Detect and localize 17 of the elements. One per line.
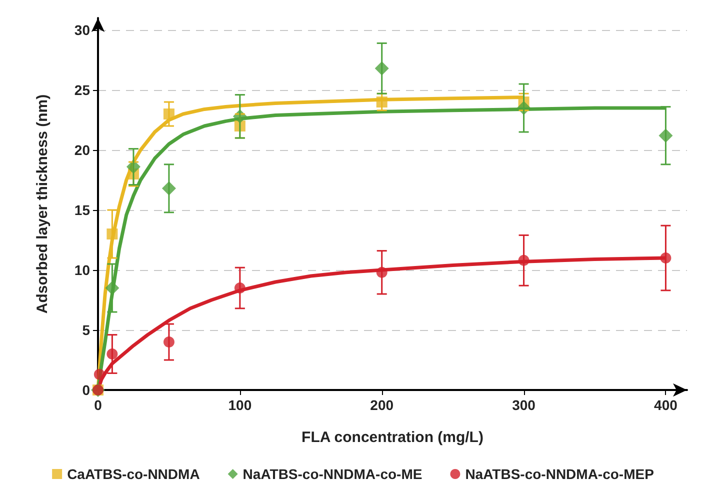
x-tick-label: 100 xyxy=(228,397,252,413)
y-tick-label: 20 xyxy=(74,142,90,158)
y-tick-label: 0 xyxy=(82,382,90,398)
x-tick-label: 400 xyxy=(654,397,678,413)
y-axis-title: Adsorbed layer thickness (nm) xyxy=(34,94,51,314)
legend-label: CaATBS-co-NNDMA xyxy=(67,466,200,482)
legend-label: NaATBS-co-NNDMA-co-ME xyxy=(242,466,422,482)
x-tick-label: 0 xyxy=(94,397,102,413)
y-tick-label: 30 xyxy=(74,22,90,38)
y-tick-label: 5 xyxy=(82,322,90,338)
y-tick-label: 25 xyxy=(74,82,90,98)
x-tick-label: 200 xyxy=(370,397,394,413)
y-tick-label: 10 xyxy=(74,262,90,278)
y-tick-label: 15 xyxy=(74,202,90,218)
x-axis-title: FLA concentration (mg/L) xyxy=(302,429,484,446)
legend-label: NaATBS-co-NNDMA-co-MEP xyxy=(465,466,654,482)
x-tick-label: 300 xyxy=(512,397,536,413)
